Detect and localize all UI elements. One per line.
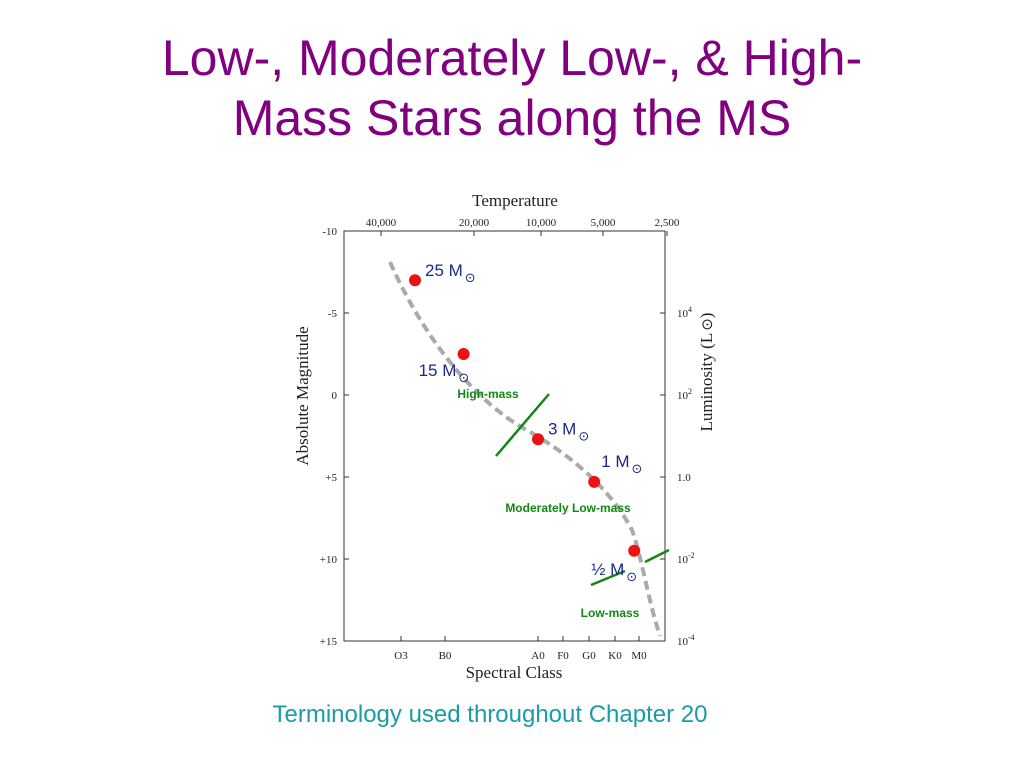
slide-title-line-2: Mass Stars along the MS	[232, 90, 792, 146]
left-tick-labels: -10 -5 0 +5 +10 +15	[320, 226, 349, 648]
star-marker	[409, 274, 421, 287]
right-tick-label: 1.0	[677, 472, 691, 484]
star-marker	[628, 544, 641, 557]
y-axis-label: Absolute Magnitude	[293, 326, 312, 465]
star-marker	[532, 433, 544, 446]
top-tick-label: 10,000	[526, 217, 557, 229]
top-tick-label: 5,000	[591, 217, 616, 229]
right-tick-label: 10-2	[677, 551, 695, 566]
bottom-tick-label: M0	[631, 650, 647, 662]
star-marker	[457, 348, 470, 360]
low-mass-boundary-line-left	[590, 569, 626, 587]
y-axis-right-label: Luminosity (L⊙)	[697, 313, 716, 432]
left-tick-label: +5	[325, 472, 337, 484]
y-axis-right-label-group: Luminosity (L⊙)	[697, 313, 716, 432]
bottom-tick-label: G0	[582, 650, 596, 662]
left-tick-label: +15	[320, 636, 338, 648]
star-markers: 25 M ⊙ 15 M ⊙ 3 M ⊙ 1 M ⊙ ½ M ⊙	[409, 261, 642, 585]
bottom-tick-label: K0	[608, 650, 622, 662]
region-label-low-mass: Low-mass	[581, 606, 640, 620]
left-tick-label: 0	[332, 390, 338, 402]
slide-title-line-1: Low-, Moderately Low-, & High-	[161, 30, 863, 86]
plot-frame	[343, 230, 666, 642]
right-tick-label: 104	[677, 305, 692, 320]
left-tick-label: -10	[322, 226, 337, 238]
high-mass-boundary-line	[495, 393, 550, 457]
star-mass-label: 15 M ⊙	[419, 361, 470, 386]
left-tick-label: -5	[328, 308, 338, 320]
star-mass-label: 3 M ⊙	[548, 419, 589, 444]
bottom-tick-label: O3	[394, 650, 408, 662]
left-tick-label: +10	[320, 554, 338, 566]
top-tick-label: 20,000	[459, 217, 490, 229]
right-tick-labels: 104 102 1.0 10-2 10-4	[660, 305, 695, 648]
star-mass-label: ½ M ⊙	[591, 560, 637, 585]
region-label-high-mass: High-mass	[457, 387, 519, 401]
star-marker	[588, 475, 601, 488]
star-mass-label: 25 M ⊙	[425, 261, 476, 286]
bottom-tick-label: A0	[531, 650, 545, 662]
bottom-tick-label: B0	[439, 650, 452, 662]
star-mass-label: 1 M ⊙	[601, 452, 642, 477]
right-tick-label: 10-4	[677, 633, 695, 648]
top-tick-label: 40,000	[366, 217, 397, 229]
x-axis-label: Spectral Class	[466, 663, 563, 682]
slide-caption: Terminology used throughout Chapter 20	[272, 701, 708, 728]
top-tick-labels: 40,000 20,000 10,000 5,000 2,500	[366, 217, 680, 236]
main-sequence-band	[388, 261, 662, 637]
region-label-moderately-low-mass: Moderately Low-mass	[505, 501, 631, 515]
right-tick-label: 102	[677, 387, 692, 402]
bottom-tick-label: F0	[557, 650, 569, 662]
slide-title: Low-, Moderately Low-, & High- Mass Star…	[0, 28, 1024, 148]
low-mass-boundary-line-right	[644, 548, 670, 564]
bottom-tick-labels: O3 B0 A0 F0 G0 K0 M0	[394, 636, 647, 662]
top-tick-label: 2,500	[655, 217, 680, 229]
chart-title: Temperature	[472, 191, 558, 210]
